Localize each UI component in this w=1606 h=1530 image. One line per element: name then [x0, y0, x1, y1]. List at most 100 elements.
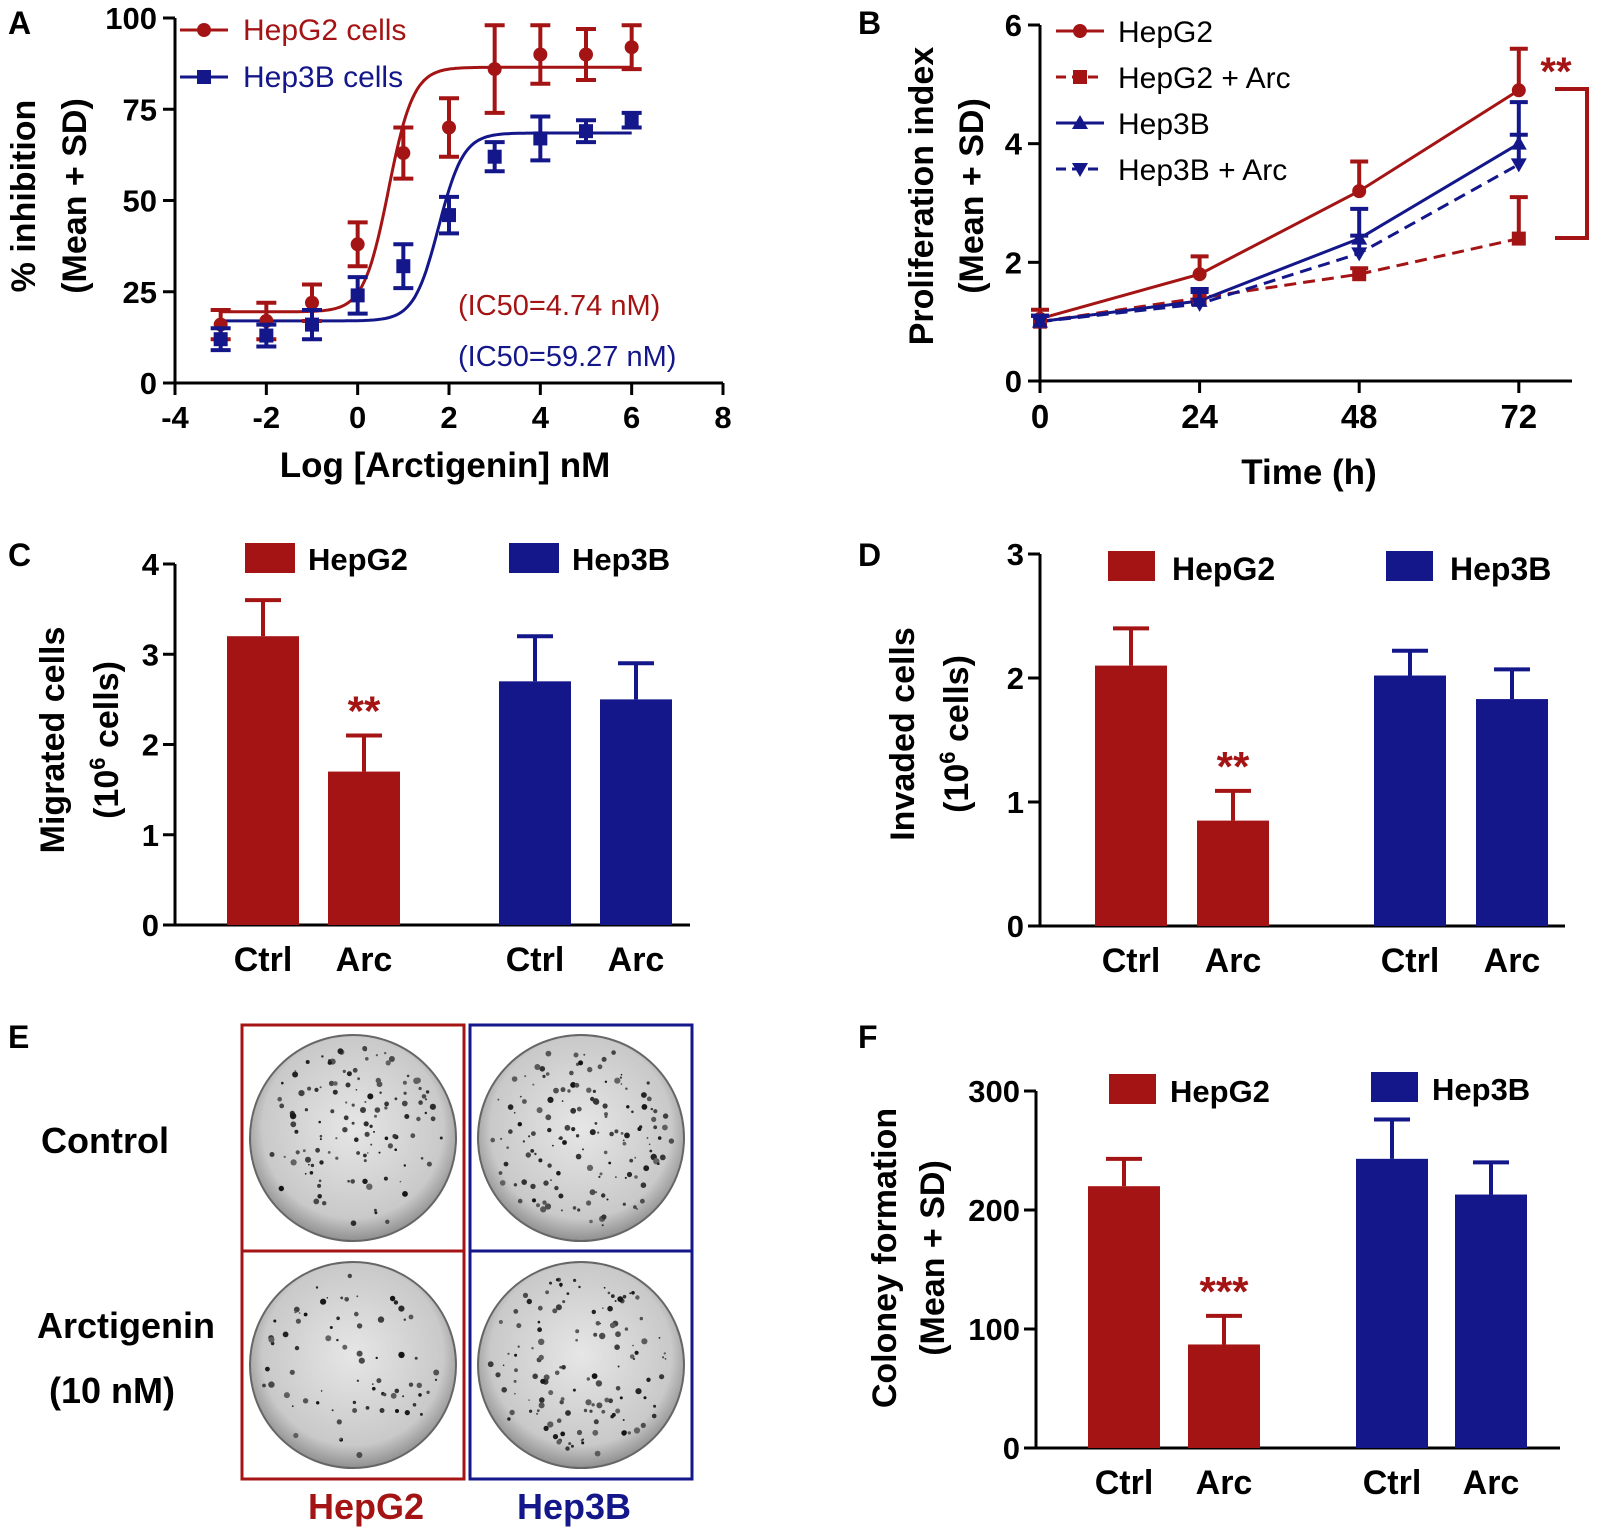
x-tick-label-a: 8 [714, 400, 731, 435]
colony-dot [562, 1140, 567, 1145]
x-tick-label-b: 72 [1500, 398, 1537, 435]
colony-dot [594, 1191, 598, 1194]
colony-dot [538, 1338, 545, 1346]
panel-label-e: E [8, 1019, 29, 1055]
colony-dot [375, 1054, 378, 1057]
colony-dot [373, 1130, 375, 1133]
colony-dot [601, 1214, 607, 1220]
colony-dot [424, 1111, 427, 1115]
colony-dot [657, 1136, 662, 1140]
colony-dot [514, 1392, 516, 1395]
colony-dot [662, 1124, 668, 1131]
row-label-control: Control [41, 1120, 169, 1161]
colony-dot [529, 1409, 533, 1413]
data-point-hepg2 [1192, 267, 1207, 282]
y-tick-label-b: 6 [1005, 8, 1022, 43]
colony-dot [606, 1198, 609, 1201]
colony-dot [291, 1405, 294, 1408]
colony-dot [336, 1338, 339, 1342]
y-axis-label-f-line1: Coloney formation [866, 1108, 904, 1408]
y-tick-label-f: 0 [1003, 1431, 1020, 1466]
colony-dot [329, 1326, 333, 1329]
colony-dot [646, 1081, 650, 1085]
colony-dot [501, 1387, 508, 1393]
colony-dot [358, 1357, 365, 1364]
colony-dot [629, 1354, 635, 1359]
colony-dot [601, 1193, 606, 1198]
colony-dot [598, 1175, 601, 1178]
colony-dot [350, 1179, 356, 1184]
panel-label-c: C [8, 537, 31, 573]
dish-hepg2-control [249, 1034, 457, 1242]
colony-dot [559, 1282, 563, 1287]
colony-dot [305, 1060, 310, 1064]
colony-dot [597, 1131, 600, 1134]
colony-dot [634, 1350, 639, 1355]
colony-dot [507, 1104, 514, 1110]
data-point-hep3b-cells [624, 113, 639, 128]
y-tick-label-a: 50 [123, 184, 157, 219]
colony-dot [503, 1161, 509, 1167]
colony-dot [294, 1129, 299, 1134]
x-tick-label-a: 0 [349, 400, 366, 435]
significance-mark-c: ** [348, 687, 381, 734]
colony-dot [537, 1305, 543, 1311]
colony-dot [552, 1144, 554, 1147]
colony-dot [555, 1278, 559, 1282]
colony-dot [384, 1051, 387, 1055]
colony-dot [622, 1139, 625, 1142]
colony-dot [325, 1335, 332, 1342]
colony-dot [294, 1345, 300, 1351]
y-axis-label-a-line2: (Mean + SD) [56, 98, 94, 294]
y-axis-label-f-line2: (Mean + SD) [914, 1160, 952, 1356]
colony-dot [362, 1046, 368, 1051]
colony-dot [278, 1185, 284, 1192]
colony-dot [626, 1105, 630, 1109]
colony-dot [601, 1224, 604, 1227]
colony-dot [487, 1361, 494, 1368]
data-point-hepg2-cells [350, 237, 365, 252]
colony-dot [568, 1442, 572, 1446]
legend-label-hep3b-cells: Hep3B cells [243, 61, 403, 94]
colony-dot [571, 1127, 576, 1132]
colony-dot [393, 1300, 399, 1305]
colony-dot [335, 1137, 338, 1140]
colony-dot [336, 1316, 340, 1321]
x-tick-label-b: 0 [1031, 398, 1049, 435]
colony-dot [586, 1087, 592, 1093]
colony-dot [550, 1179, 552, 1181]
colony-dot [591, 1309, 596, 1315]
colony-dot [320, 1390, 323, 1392]
colony-dot [385, 1060, 391, 1066]
colony-dot [328, 1080, 335, 1087]
colony-dot [544, 1203, 552, 1210]
legend-swatch-hep3b [1386, 551, 1433, 581]
bar-hep3b-ctrl [1374, 675, 1446, 926]
legend-label-hep3b-arc: Hep3B + Arc [1118, 154, 1287, 187]
colony-dot [657, 1162, 660, 1165]
colony-dot [498, 1320, 503, 1324]
category-label-hepg2-ctrl: Ctrl [1095, 1464, 1154, 1502]
category-label-hep3b-ctrl: Ctrl [1381, 942, 1440, 980]
colony-dot [662, 1356, 665, 1359]
colony-dot [531, 1347, 534, 1350]
colony-dot [289, 1369, 295, 1375]
colony-dot [313, 1198, 320, 1205]
colony-dot [317, 1194, 323, 1199]
colony-dot [528, 1135, 531, 1138]
colony-dot [507, 1352, 510, 1355]
y-axis-label-d-line2: (106 cells) [935, 655, 976, 813]
colony-dot [308, 1163, 310, 1166]
colony-dot [622, 1294, 627, 1299]
colony-dot [545, 1290, 549, 1295]
colony-dot [569, 1070, 574, 1076]
colony-dot [294, 1310, 297, 1314]
colony-dot [347, 1179, 350, 1183]
colony-dot [399, 1180, 402, 1183]
significance-mark-b: ** [1540, 50, 1572, 94]
colony-dot [404, 1114, 410, 1119]
colony-dot [522, 1140, 526, 1143]
colony-dot [558, 1137, 561, 1140]
x-tick-label-b: 48 [1341, 398, 1378, 435]
colony-dot [578, 1285, 581, 1289]
